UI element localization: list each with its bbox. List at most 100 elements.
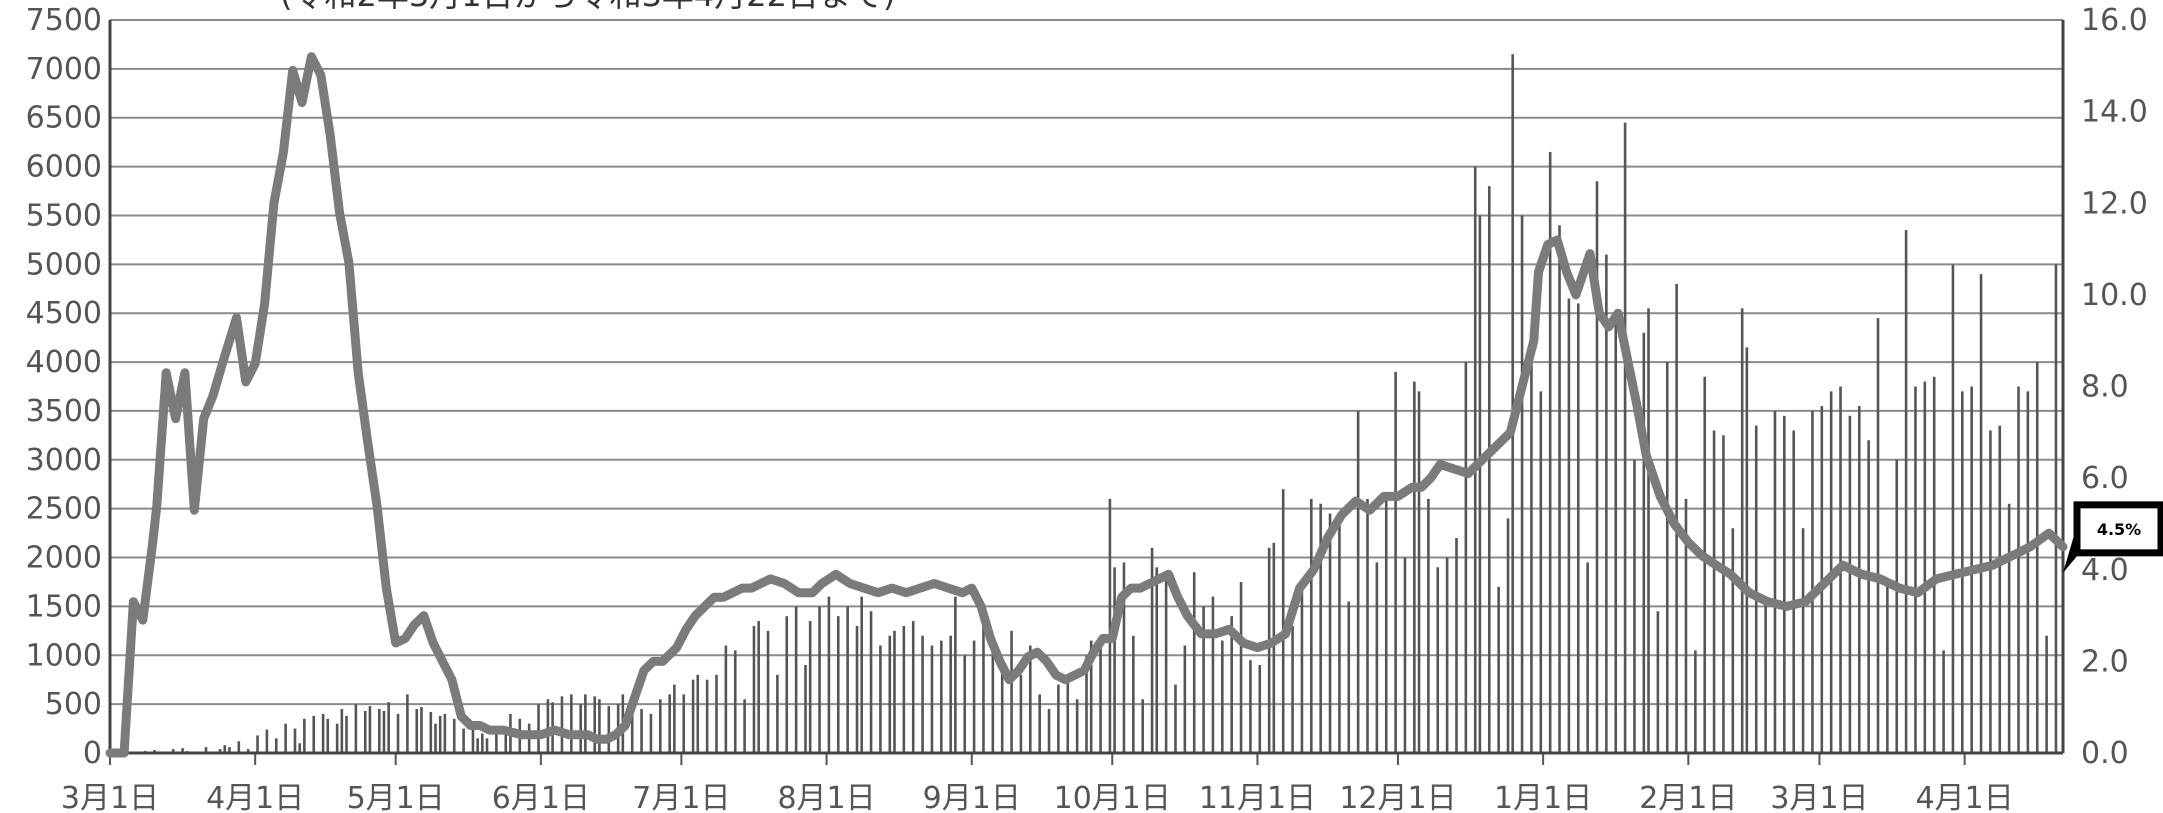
bar <box>335 723 339 753</box>
value-callout: 4.5% <box>2063 501 2163 573</box>
bar <box>598 699 601 753</box>
right-tick-label: 2.0 <box>2081 644 2129 679</box>
bar <box>808 621 812 753</box>
bar <box>930 645 934 753</box>
bar <box>1413 381 1416 753</box>
bar <box>1155 567 1159 753</box>
bar <box>462 728 465 753</box>
bar <box>705 679 709 753</box>
bar <box>1506 518 1510 753</box>
bar <box>1000 660 1004 753</box>
right-tick-label: 0.0 <box>2081 736 2129 771</box>
x-tick-label: 10月1日 <box>1054 781 1171 813</box>
bar <box>1455 537 1458 753</box>
bar <box>1394 371 1397 753</box>
bar <box>1665 362 1669 753</box>
bar <box>1192 572 1196 753</box>
bar <box>274 738 278 753</box>
left-tick-label: 1500 <box>26 589 102 624</box>
bar <box>1108 498 1112 753</box>
bar <box>1656 611 1660 753</box>
bar <box>1773 410 1777 753</box>
bar <box>1338 523 1341 753</box>
bar <box>1576 303 1580 753</box>
bar <box>1010 630 1013 753</box>
bar <box>1427 498 1430 753</box>
bar <box>1366 498 1369 753</box>
bar <box>630 699 634 753</box>
bar <box>504 733 508 753</box>
bar <box>1085 655 1088 753</box>
bar <box>1792 430 1796 753</box>
bar <box>171 749 175 753</box>
bar <box>1403 557 1407 753</box>
bar <box>1539 391 1543 753</box>
bar <box>972 640 976 753</box>
bar <box>1066 674 1070 753</box>
bar <box>223 745 227 753</box>
bar <box>1703 376 1707 753</box>
bar <box>757 621 760 753</box>
bar <box>1150 547 1154 753</box>
left-tick-label: 3000 <box>26 443 102 478</box>
bar <box>312 715 316 753</box>
bar <box>1712 430 1716 753</box>
bar <box>1811 410 1814 753</box>
bar <box>682 694 686 753</box>
bar <box>1281 489 1285 753</box>
bar <box>607 706 611 753</box>
left-tick-label: 2000 <box>26 541 102 576</box>
bar <box>1904 230 1908 754</box>
axes <box>108 20 2065 765</box>
bar <box>485 738 489 753</box>
bar <box>1595 181 1599 753</box>
bar <box>1633 459 1636 753</box>
bar <box>481 733 484 753</box>
bar <box>2035 362 2039 753</box>
bar <box>1764 596 1767 753</box>
left-tick-label: 500 <box>45 687 102 722</box>
x-tick-label: 1月1日 <box>1494 781 1592 813</box>
bar <box>1230 616 1233 753</box>
bar <box>584 694 587 753</box>
bar <box>1895 459 1899 753</box>
bar <box>1558 225 1561 754</box>
bar <box>1464 362 1468 753</box>
bar <box>1567 298 1571 753</box>
bar <box>1319 503 1322 753</box>
bar <box>1951 264 1955 753</box>
right-tick-label: 4.0 <box>2081 553 2129 588</box>
bar <box>818 606 821 753</box>
left-tick-label: 5500 <box>26 198 102 233</box>
bar <box>368 706 372 753</box>
bar <box>1436 567 1440 753</box>
bar <box>1722 435 1725 753</box>
bar <box>869 611 873 753</box>
bar <box>256 735 259 753</box>
bar <box>1164 577 1168 753</box>
bar <box>1310 498 1313 753</box>
bar <box>1684 498 1688 753</box>
bar <box>949 635 952 753</box>
bar <box>766 630 770 753</box>
bar <box>387 702 390 753</box>
title-partial: (令和2年3月1日から令和3年4月22日まで) <box>280 0 896 14</box>
bar <box>345 715 348 753</box>
bar <box>902 625 906 753</box>
bar <box>293 728 297 753</box>
bar <box>237 741 241 753</box>
right-tick-label: 6.0 <box>2081 461 2129 496</box>
bar <box>406 694 409 753</box>
right-tick-label: 16.0 <box>2081 3 2148 38</box>
bar <box>794 606 798 753</box>
bar <box>1300 586 1304 753</box>
left-tick-label: 3500 <box>26 394 102 429</box>
bar <box>1291 625 1294 753</box>
bar <box>246 749 250 753</box>
left-tick-label: 4000 <box>26 345 102 380</box>
bar <box>1886 581 1889 753</box>
bar <box>1473 166 1477 754</box>
bar <box>560 696 564 753</box>
left-tick-label: 2500 <box>26 492 102 527</box>
